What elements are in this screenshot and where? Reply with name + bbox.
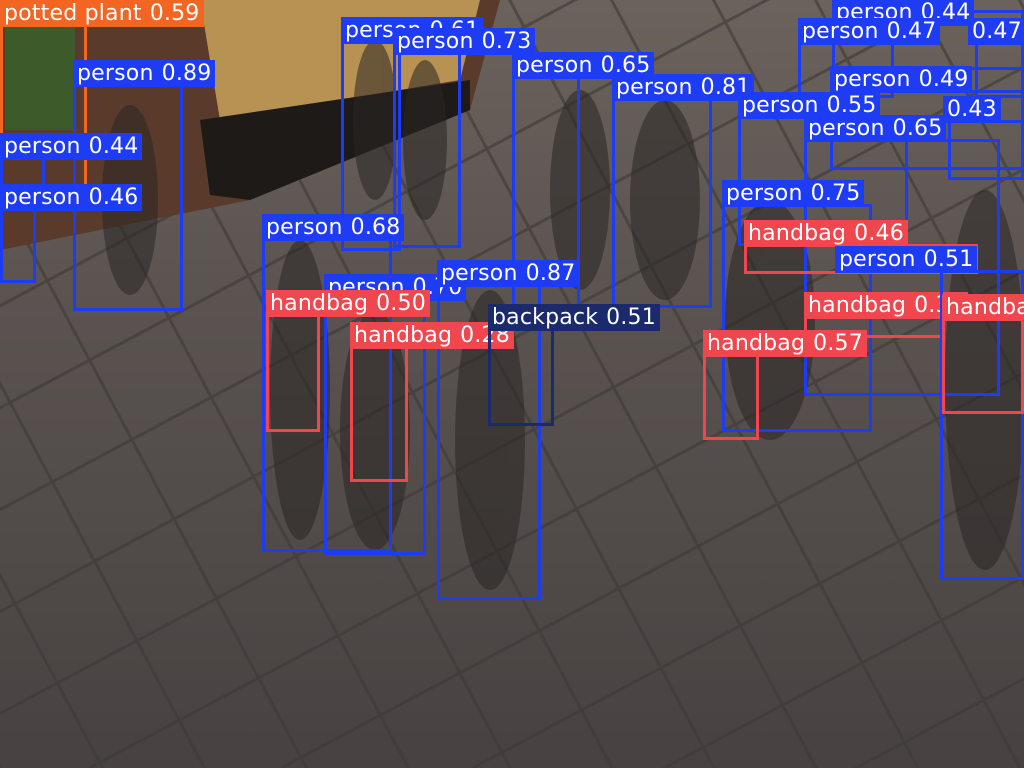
detection-label: person 0.47 xyxy=(798,18,941,45)
detection-label: person 0.49 xyxy=(830,66,973,93)
detection-person: 0.47 xyxy=(968,18,1024,98)
detection-label: person 0.65 xyxy=(512,52,655,79)
detection-label: person 0.46 xyxy=(0,184,143,211)
detection-label: handbag 0.28 xyxy=(350,322,514,349)
detection-label: 0.47 xyxy=(968,18,1024,45)
detection-person: person 0.81 xyxy=(612,74,755,308)
detection-person: person 0.73 xyxy=(393,28,536,248)
detection-label: 0.43 xyxy=(943,96,1001,123)
detection-handbag: handbag 0.50 xyxy=(266,290,430,432)
detection-label: person 0.55 xyxy=(738,92,881,119)
detection-person: person 0.65 xyxy=(512,52,655,310)
detection-label: person 0.89 xyxy=(73,60,216,87)
detection-person: person 0.65 xyxy=(804,115,1000,396)
detection-person: person 0.68 xyxy=(262,214,405,552)
detection-person: person 0.87 xyxy=(437,260,580,600)
window-base xyxy=(200,80,470,200)
detection-person: person 0.46 xyxy=(0,184,143,283)
detection-handbag: handbag 0.57 xyxy=(703,330,867,440)
detection-label: person 0.81 xyxy=(612,74,755,101)
detection-label: potted plant 0.59 xyxy=(0,0,204,27)
detection-label: person 0.44 xyxy=(0,133,143,160)
detection-label: person 0.65 xyxy=(804,115,947,142)
detection-label: person 0.75 xyxy=(722,180,865,207)
detection-label: person 0.51 xyxy=(835,246,978,273)
detection-label: handbag 0.46 xyxy=(744,220,908,247)
detection-person: person 0.49 xyxy=(830,66,1024,170)
detection-label: handbag 0.50 xyxy=(266,290,430,317)
detection-person: person 0.51 xyxy=(835,246,1024,580)
detection-label: backpack 0.51 xyxy=(488,304,660,331)
detection-label: person 0.73 xyxy=(393,28,536,55)
detection-person: 0.43 xyxy=(943,96,1024,180)
detection-label: person 0.87 xyxy=(437,260,580,287)
plant-foliage xyxy=(5,20,75,130)
detection-label: handbag 0.57 xyxy=(703,330,867,357)
detection-label: person 0.68 xyxy=(262,214,405,241)
detection-person: person 0.44 xyxy=(0,133,143,187)
detection-backpack: backpack 0.51 xyxy=(488,304,660,426)
detection-handbag: handbag 0.28 xyxy=(350,322,514,482)
